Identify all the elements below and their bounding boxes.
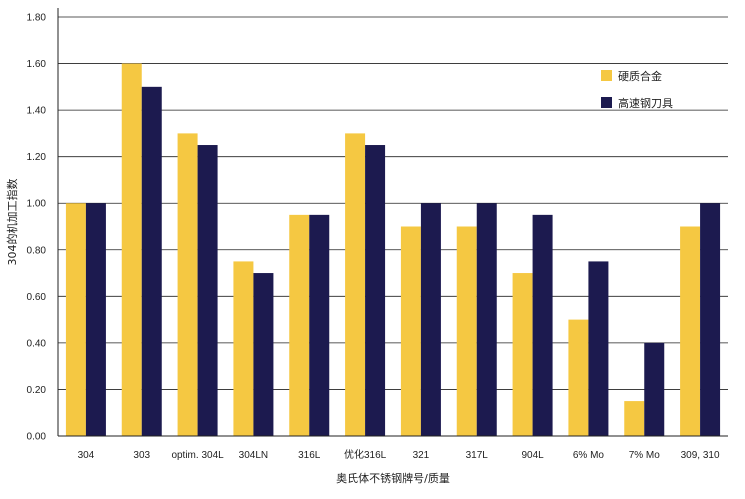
y-tick-label: 1.40 [27, 106, 47, 117]
bar-hss [420, 203, 441, 436]
bar-carbide [345, 133, 366, 436]
x-tick-label: 304 [78, 450, 95, 461]
bar-hss [253, 273, 274, 436]
bar-carbide [65, 203, 86, 436]
bar-carbide [512, 273, 533, 436]
bar-hss [588, 261, 609, 436]
x-tick-label: 优化316L [344, 448, 387, 461]
x-tick-labels: 304 303 optim. 304L 304LN 316L 优化316L 321 317L 9… [78, 448, 720, 461]
y-tick-label: 0.00 [27, 432, 47, 443]
bars [65, 63, 721, 437]
y-tick-label: 0.40 [27, 338, 47, 349]
axes [57, 8, 728, 437]
x-tick-label: 316L [298, 450, 321, 461]
x-tick-label: 6% Mo [573, 450, 605, 461]
legend-label: 高速钢刀具 [618, 96, 673, 110]
bar-carbide [680, 226, 701, 436]
bar-carbide [568, 319, 589, 436]
y-tick-label: 1.80 [27, 13, 47, 24]
y-tick-labels: 0.00 0.20 0.40 0.60 0.80 1.00 1.20 1.40 1.60 1.80 [27, 13, 47, 443]
bar-hss [700, 203, 721, 436]
bar-carbide [233, 261, 254, 436]
y-axis-title: 304的机加工指数 [5, 179, 19, 266]
x-tick-label: 304LN [239, 450, 268, 461]
x-tick-label: optim. 304L [171, 450, 224, 461]
bar-carbide [121, 63, 142, 437]
legend-swatch [601, 97, 612, 108]
x-tick-label: 309, 310 [681, 450, 720, 461]
x-tick-label: 7% Mo [629, 450, 661, 461]
bar-hss [365, 145, 386, 436]
y-tick-label: 1.20 [27, 152, 47, 163]
bar-hss [197, 145, 218, 436]
x-axis-title: 奥氏体不锈钢牌号/质量 [336, 471, 450, 485]
y-tick-label: 0.60 [27, 292, 47, 303]
y-tick-label: 1.60 [27, 59, 47, 70]
x-tick-label: 303 [133, 450, 150, 461]
bar-hss [532, 214, 553, 436]
bar-hss [141, 86, 162, 436]
y-tick-label: 0.20 [27, 385, 47, 396]
bar-hss [644, 342, 665, 436]
bar-hss [309, 214, 330, 436]
bar-carbide [400, 226, 421, 436]
y-tick-label: 1.00 [27, 199, 47, 210]
bar-hss [85, 203, 106, 436]
gridlines [58, 16, 728, 390]
bar-carbide [289, 214, 310, 436]
legend-swatch [601, 70, 612, 81]
bar-carbide [456, 226, 477, 436]
bar-carbide [624, 401, 645, 436]
y-tick-label: 0.80 [27, 245, 47, 256]
x-tick-label: 904L [521, 450, 544, 461]
bar-hss [476, 203, 497, 436]
x-tick-label: 317L [466, 450, 489, 461]
bar-carbide [177, 133, 198, 436]
legend-label: 硬质合金 [618, 69, 662, 83]
x-tick-label: 321 [413, 450, 430, 461]
